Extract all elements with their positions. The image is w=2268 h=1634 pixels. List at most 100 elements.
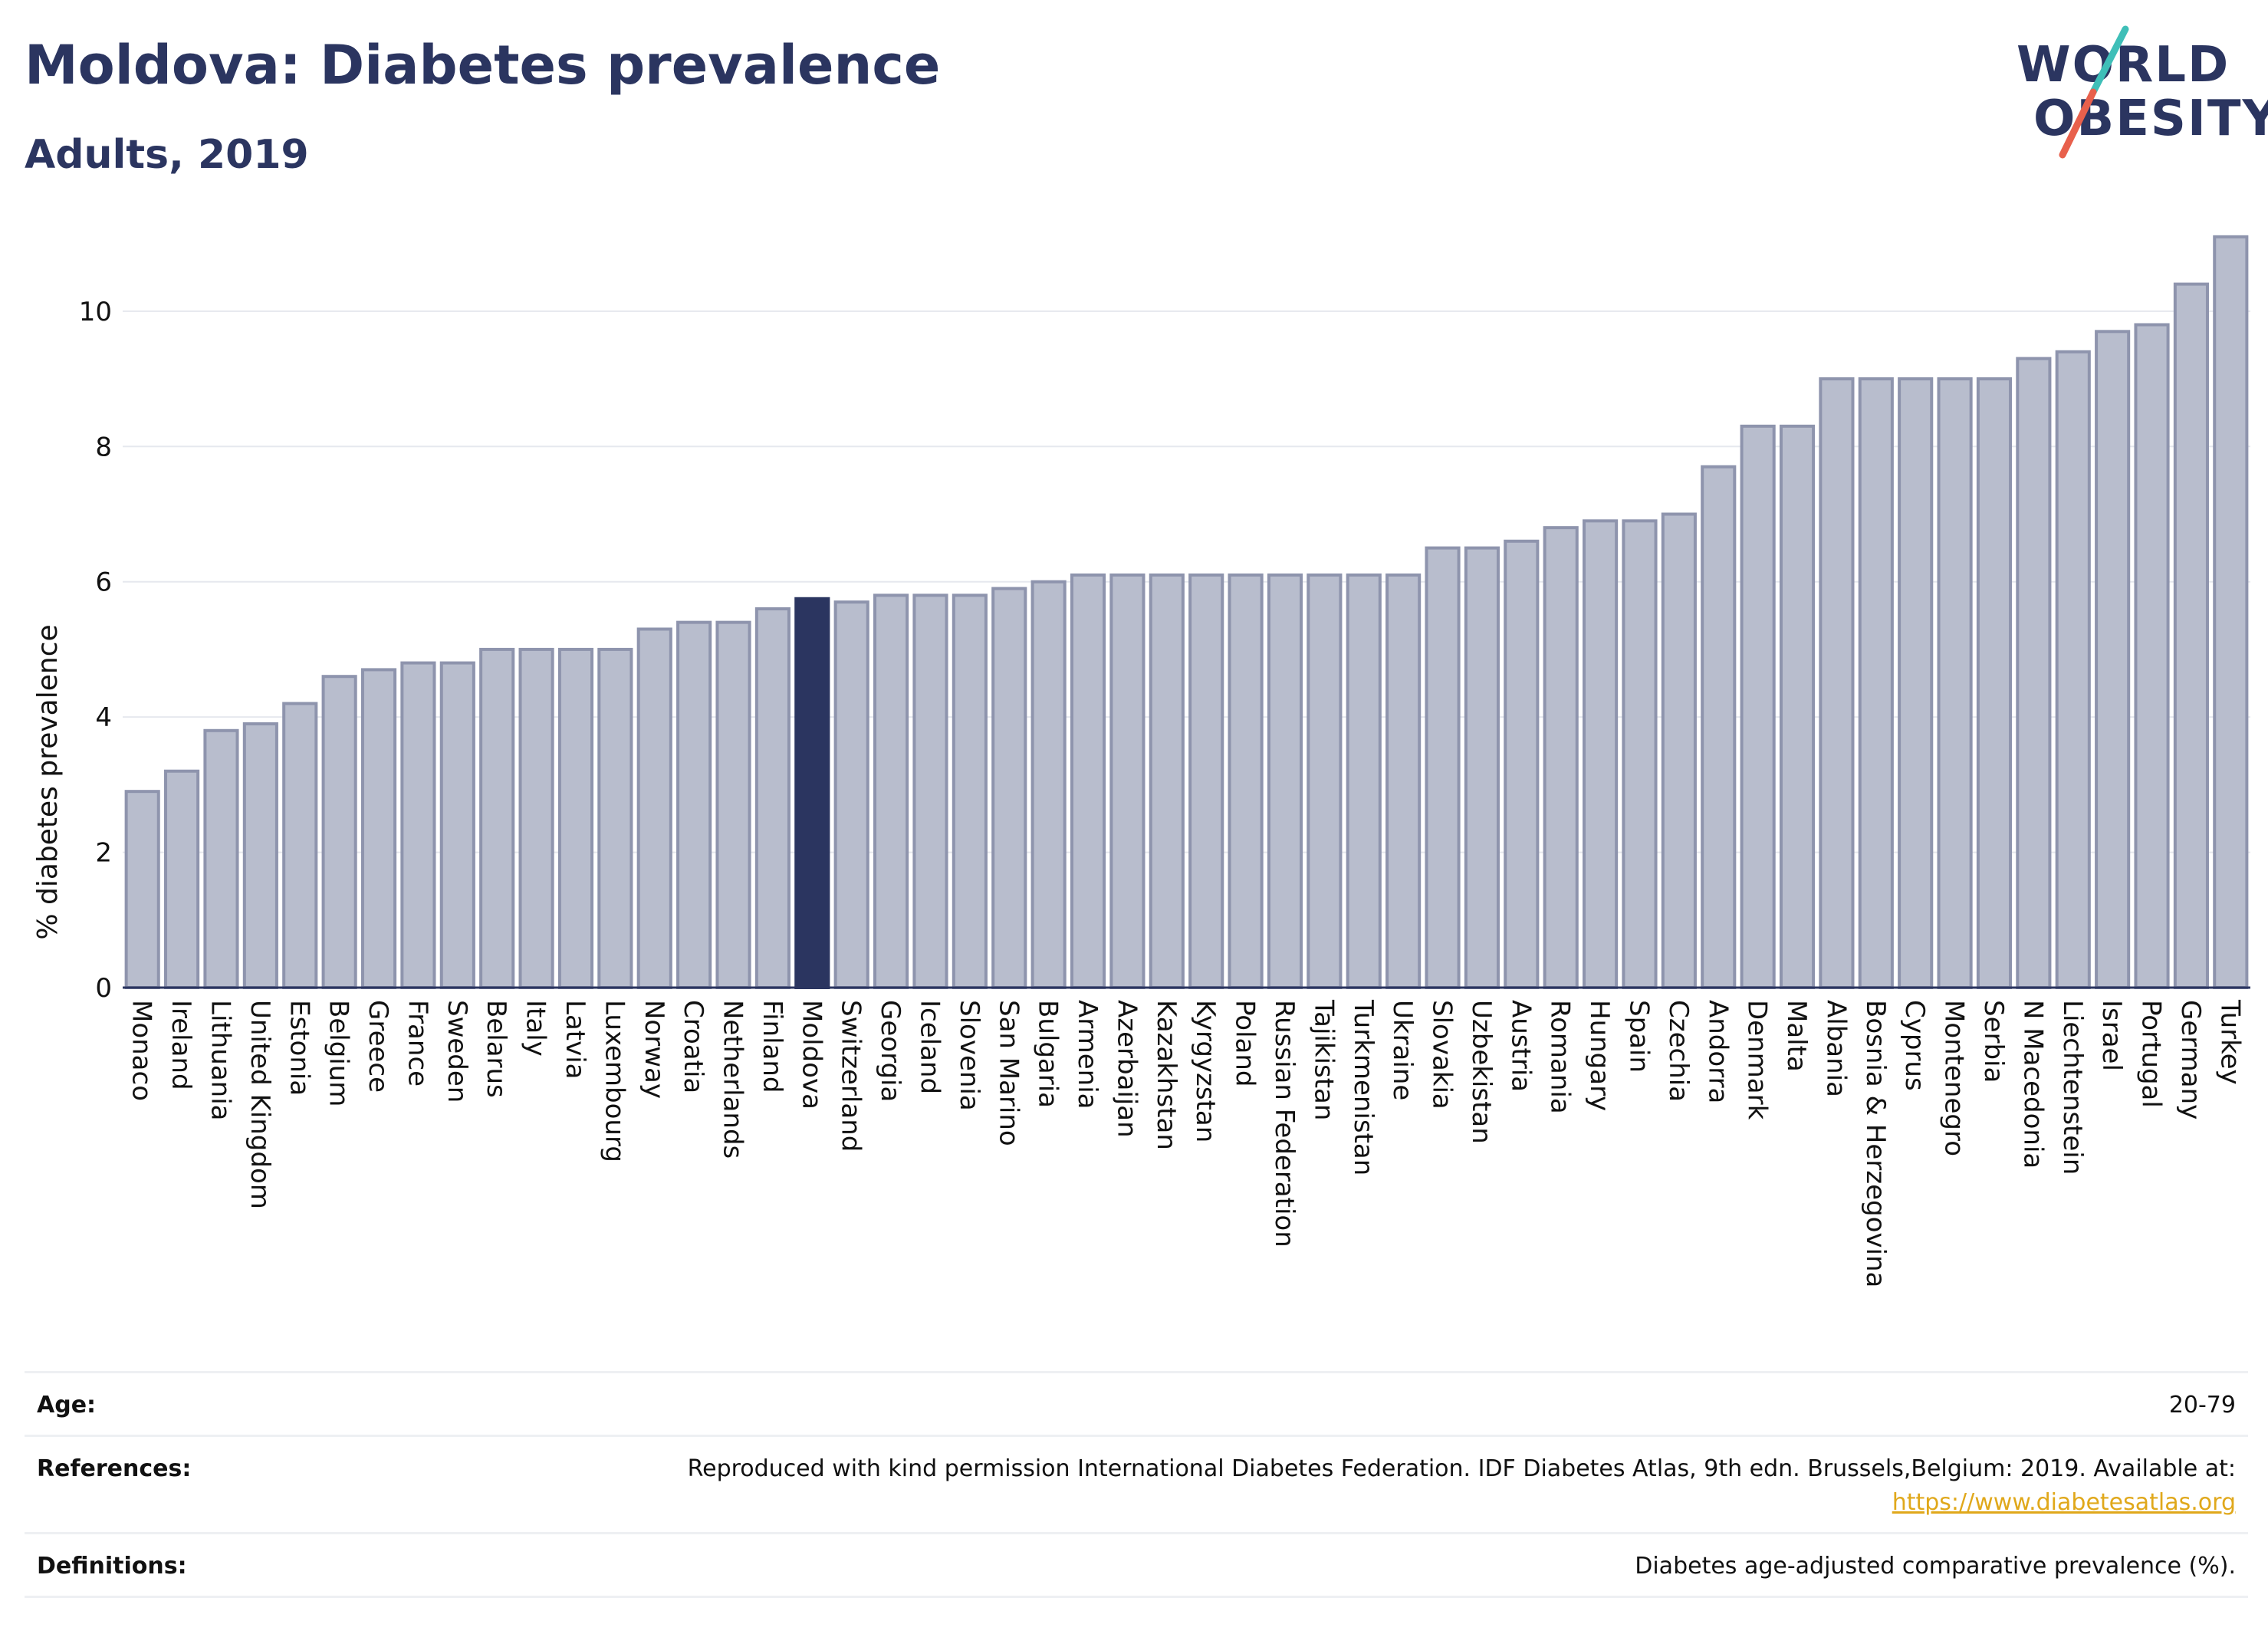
x-tick-label: Turkey — [2214, 999, 2245, 1085]
x-tick-label: Bosnia & Herzegovina — [1860, 1000, 1891, 1287]
y-axis-label: % diabetes prevalence — [32, 624, 64, 939]
bars — [124, 235, 2249, 990]
bar[interactable] — [1583, 519, 1619, 990]
bar[interactable] — [1385, 573, 1422, 989]
references-link[interactable]: https://www.diabetesatlas.org — [1892, 1489, 2236, 1516]
bar[interactable] — [991, 587, 1027, 989]
x-tick-label: Finland — [757, 1000, 787, 1093]
x-tick-label: Monaco — [127, 1000, 157, 1101]
chart-title: Moldova: Diabetes prevalence — [25, 34, 941, 97]
bar[interactable] — [1543, 526, 1579, 989]
bar[interactable] — [1030, 580, 1067, 989]
bar[interactable] — [912, 593, 948, 989]
bar[interactable] — [203, 728, 239, 989]
bar[interactable] — [1898, 377, 1934, 990]
bar[interactable] — [1740, 424, 1776, 990]
bar[interactable] — [636, 627, 672, 989]
x-tick-label: Belarus — [481, 1000, 511, 1098]
y-tick-label: 4 — [95, 702, 112, 733]
bar[interactable] — [597, 647, 633, 990]
bar[interactable] — [1070, 573, 1106, 989]
bar[interactable] — [1109, 573, 1146, 989]
x-tick-labels: Monaco Ireland Lithuania United Kingdom Esto… — [127, 999, 2246, 1287]
bar[interactable] — [518, 647, 554, 990]
bar[interactable] — [2016, 357, 2052, 990]
bar[interactable] — [952, 593, 988, 989]
x-tick-label: Serbia — [1978, 1000, 2009, 1083]
x-tick-label: Denmark — [1742, 1000, 1773, 1120]
bar[interactable] — [360, 668, 397, 990]
bar[interactable] — [715, 620, 751, 990]
bar[interactable] — [557, 647, 594, 990]
bar[interactable] — [1307, 573, 1343, 989]
y-tick-label: 6 — [95, 567, 112, 598]
x-tick-label: Malta — [1781, 1000, 1812, 1072]
bar[interactable] — [2134, 323, 2170, 989]
info-value-definitions: Diabetes age-adjusted comparative preval… — [1635, 1553, 2236, 1580]
bar[interactable] — [1779, 424, 1816, 990]
x-tick-label: Kazakhstan — [1151, 1000, 1182, 1150]
bar[interactable] — [2173, 282, 2209, 990]
bar-highlighted[interactable] — [794, 597, 830, 990]
x-tick-label: Lithuania — [205, 1000, 235, 1120]
bar[interactable] — [400, 661, 436, 989]
info-value-age: 20-79 — [2168, 1392, 2236, 1419]
bar[interactable] — [282, 702, 318, 989]
bar[interactable] — [1149, 573, 1185, 989]
bar[interactable] — [124, 790, 160, 990]
bar[interactable] — [754, 607, 791, 989]
x-tick-label: Uzbekistan — [1466, 1000, 1497, 1144]
x-tick-label: United Kingdom — [245, 1000, 275, 1209]
bar[interactable] — [321, 675, 357, 989]
x-tick-label: Estonia — [284, 1000, 314, 1096]
bar[interactable] — [1464, 546, 1500, 990]
bar[interactable] — [1858, 377, 1894, 990]
x-tick-label: San Marino — [993, 1000, 1024, 1146]
bar[interactable] — [439, 661, 475, 989]
x-tick-label: Ireland — [166, 1000, 196, 1090]
y-tick-label: 0 — [95, 973, 112, 1004]
bar[interactable] — [164, 769, 200, 989]
x-tick-label: Russian Federation — [1269, 1000, 1300, 1248]
bar[interactable] — [2213, 235, 2249, 990]
x-tick-label: Croatia — [678, 1000, 708, 1093]
bar[interactable] — [833, 600, 869, 990]
info-row-age: Age: 20-79 — [25, 1371, 2248, 1435]
bar[interactable] — [1346, 573, 1382, 989]
x-tick-label: Liechtenstein — [2057, 1000, 2088, 1175]
bar[interactable] — [1701, 465, 1737, 989]
x-tick-label: Andorra — [1702, 1000, 1733, 1103]
bar[interactable] — [1661, 512, 1697, 989]
x-tick-label: Germany — [2175, 1000, 2206, 1119]
x-tick-label: Norway — [639, 1000, 669, 1099]
logo-slash-icon — [2059, 25, 2129, 159]
bar[interactable] — [242, 722, 278, 989]
x-tick-label: Poland — [1230, 1000, 1261, 1087]
x-tick-label: Montenegro — [1939, 1000, 1970, 1156]
x-tick-label: Switzerland — [836, 1000, 866, 1152]
x-tick-label: N Macedonia — [2017, 1000, 2048, 1169]
bar[interactable] — [1937, 377, 1973, 990]
x-tick-label: Austria — [1505, 1000, 1536, 1092]
bar[interactable] — [1819, 377, 1855, 990]
x-tick-label: Armenia — [1072, 1000, 1103, 1110]
world-obesity-logo[interactable]: WORLD OBESITY — [1994, 23, 2268, 169]
bar[interactable] — [2095, 330, 2131, 990]
bar[interactable] — [1267, 573, 1303, 989]
bar[interactable] — [2055, 350, 2091, 990]
bar[interactable] — [1188, 573, 1224, 989]
x-tick-label: Netherlands — [718, 1000, 748, 1159]
x-tick-label: Portugal — [2136, 1000, 2167, 1108]
bar[interactable] — [1425, 546, 1461, 990]
bar[interactable] — [1504, 539, 1540, 989]
x-tick-label: Belgium — [324, 1000, 354, 1106]
x-tick-label: Bulgaria — [1033, 1000, 1063, 1108]
bar[interactable] — [479, 647, 515, 990]
bar[interactable] — [676, 620, 712, 990]
info-table: Age: 20-79 References: Reproduced with k… — [25, 1371, 2248, 1598]
x-tick-label: Slovakia — [1427, 1000, 1458, 1110]
bar[interactable] — [1976, 377, 2013, 990]
bar[interactable] — [873, 593, 909, 989]
bar[interactable] — [1622, 519, 1658, 990]
bar[interactable] — [1228, 573, 1264, 989]
